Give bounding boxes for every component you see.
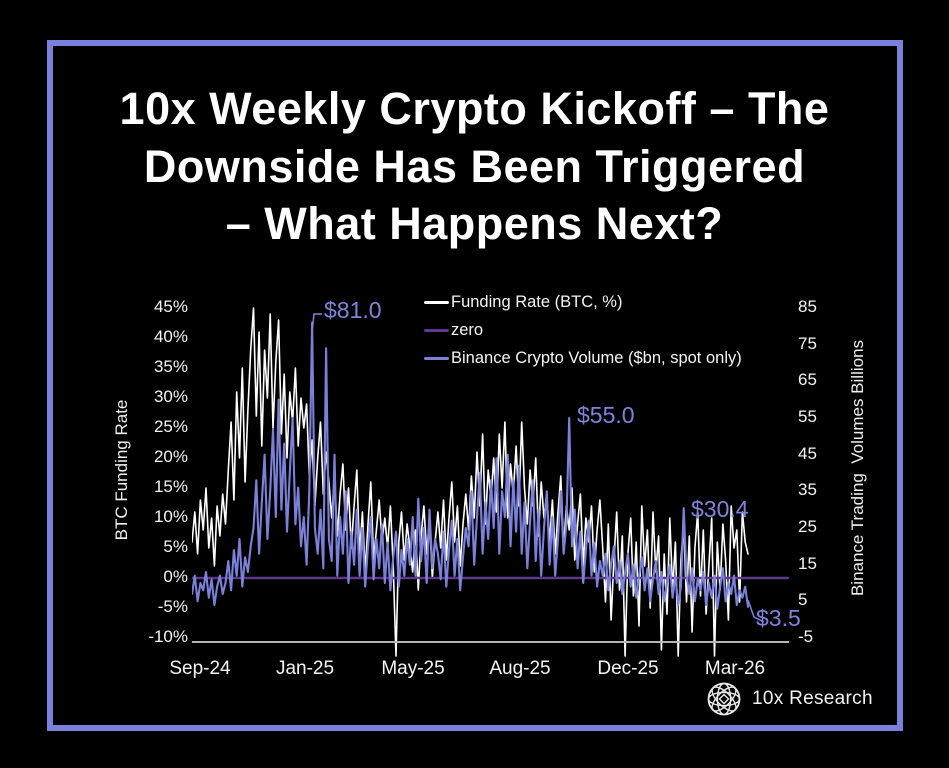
- annotation-label: $55.0: [577, 402, 635, 428]
- volume-line-swatch: [424, 356, 449, 360]
- right-axis-tick-label: 35: [798, 480, 817, 500]
- right-axis-tick-label: 55: [798, 407, 817, 426]
- title-line-3: – What Happens Next?: [225, 198, 724, 250]
- annotation-leader-line: [311, 313, 322, 334]
- left-axis-tick-label: -10%: [148, 627, 188, 646]
- border-frame: [47, 40, 903, 731]
- x-axis-tick-label: Sep-24: [169, 658, 231, 679]
- annotation-label: $81.0: [324, 297, 382, 323]
- x-axis-line: [192, 641, 789, 643]
- chart-legend: Funding Rate (BTC, %) zero Binance Crypt…: [424, 288, 742, 372]
- right-axis-tick-label: 15: [798, 553, 817, 573]
- chart-plot: [192, 307, 790, 657]
- left-axis-tick-label: -5%: [157, 597, 188, 616]
- brand-logo-text: 10x Research: [752, 688, 873, 709]
- brand-logo: 10x Research: [705, 680, 873, 718]
- left-axis-tick-label: 40%: [153, 327, 188, 346]
- globe-lattice-icon: [707, 682, 741, 716]
- left-axis-tick-label: 20%: [153, 447, 188, 466]
- right-axis-tick-label: -5: [798, 627, 814, 646]
- volume-line: [192, 321, 750, 610]
- x-axis-tick-label: Aug-25: [489, 658, 551, 679]
- left-axis-tick-label: 30%: [153, 387, 188, 406]
- left-axis-tick-label: 15%: [153, 477, 188, 496]
- zero-line-swatch: [424, 328, 449, 332]
- right-axis-tick-label: 25: [798, 517, 817, 536]
- title-line-2: Downside Has Been Triggered: [143, 140, 806, 192]
- right-axis-tick-label: 75: [798, 333, 817, 353]
- right-axis-tick-label: 85: [798, 297, 817, 316]
- annotation-label: $3.5: [756, 605, 801, 631]
- x-axis-tick-label: Jan-25: [275, 658, 335, 679]
- legend-label: zero: [451, 320, 484, 339]
- x-axis-tick-label: Dec-25: [597, 658, 659, 679]
- legend-item-funding-rate: Funding Rate (BTC, %): [424, 288, 742, 316]
- left-axis-tick-label: 35%: [153, 357, 188, 376]
- right-axis-tick-label: 5: [798, 590, 808, 610]
- left-axis-tick-label: 10%: [153, 507, 188, 526]
- page-title: 10x Weekly Crypto Kickoff – The Downside…: [60, 80, 889, 253]
- annotation-label: $30.4: [691, 496, 749, 522]
- right-axis-tick-label: 45: [798, 443, 817, 463]
- annotation-leader-line: [747, 599, 765, 623]
- legend-item-volume: Binance Crypto Volume ($bn, spot only): [424, 344, 742, 372]
- legend-item-zero: zero: [424, 316, 742, 344]
- title-line-1: 10x Weekly Crypto Kickoff – The: [119, 83, 830, 134]
- x-axis-tick-label: Mar-26: [704, 658, 766, 679]
- left-axis-tick-label: 45%: [153, 297, 188, 316]
- legend-label: Binance Crypto Volume ($bn, spot only): [451, 348, 742, 367]
- x-axis-tick-label: May-25: [381, 658, 445, 679]
- left-axis-tick-label: 25%: [153, 417, 188, 436]
- left-axis-tick-label: 5%: [163, 537, 188, 556]
- left-axis-tick-label: 0%: [163, 567, 188, 586]
- legend-label: Funding Rate (BTC, %): [451, 292, 623, 311]
- right-axis-tick-label: 65: [798, 370, 817, 390]
- funding-rate-line-swatch: [424, 300, 449, 304]
